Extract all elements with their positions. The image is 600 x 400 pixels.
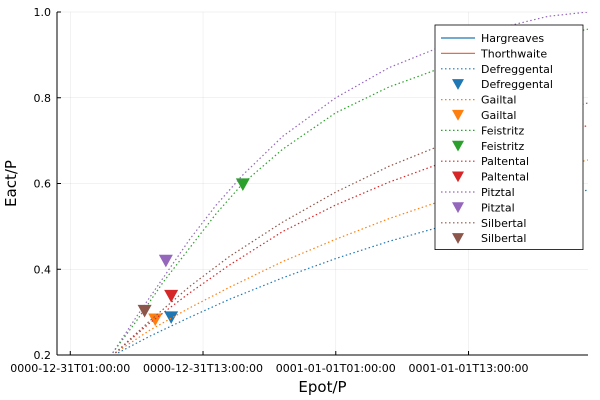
marker-feistritz <box>235 178 250 192</box>
x-tick-label: 0000-12-31T13:00:00 <box>143 362 263 375</box>
legend-box <box>434 24 584 251</box>
x-axis-label: Epot/P <box>298 378 346 396</box>
legend-label: Thorthwaite <box>480 47 547 60</box>
legend-label: Pitztal <box>481 201 515 214</box>
legend-label: Gailtal <box>481 109 517 122</box>
series-line-pitztal <box>112 12 588 354</box>
y-tick-label: 0.8 <box>34 92 52 105</box>
x-tick-label: 0000-12-31T01:00:00 <box>10 362 130 375</box>
legend-key-pitztal <box>452 202 464 214</box>
y-tick-label: 0.6 <box>34 178 52 191</box>
legend-label: Pitztal <box>481 186 515 199</box>
legend-label: Defreggental <box>481 63 553 76</box>
series-line-defreggental <box>117 189 588 354</box>
legend-key-paltental <box>452 171 464 183</box>
legend-key-feistritz <box>452 140 464 152</box>
legend-label: Silbertal <box>481 232 526 245</box>
y-axis-label: Eact/P <box>2 160 20 207</box>
x-tick-label: 0001-01-01T01:00:00 <box>276 362 396 375</box>
marker-defreggental <box>164 311 179 324</box>
legend-label: Defreggental <box>481 78 553 91</box>
legend-label: Gailtal <box>481 94 517 107</box>
x-tick-label: 0001-01-01T13:00:00 <box>408 362 528 375</box>
legend-label: Paltental <box>481 171 529 184</box>
marker-paltental <box>164 289 179 303</box>
marker-silbertal <box>137 304 152 318</box>
y-tick-label: 1.0 <box>34 6 52 19</box>
legend-key-defreggental <box>452 79 464 90</box>
legend-label: Feistritz <box>481 140 524 153</box>
legend-label: Paltental <box>481 155 529 168</box>
marker-pitztal <box>158 254 173 268</box>
y-tick-label: 0.2 <box>34 349 52 362</box>
series-line-gailtal <box>115 159 588 354</box>
legend-key-gailtal <box>452 109 464 121</box>
legend-label: Silbertal <box>481 217 526 230</box>
legend-label: Feistritz <box>481 124 524 137</box>
y-tick-label: 0.4 <box>34 263 52 276</box>
legend-key-silbertal <box>452 233 464 244</box>
legend-label: Hargreaves <box>481 32 544 45</box>
